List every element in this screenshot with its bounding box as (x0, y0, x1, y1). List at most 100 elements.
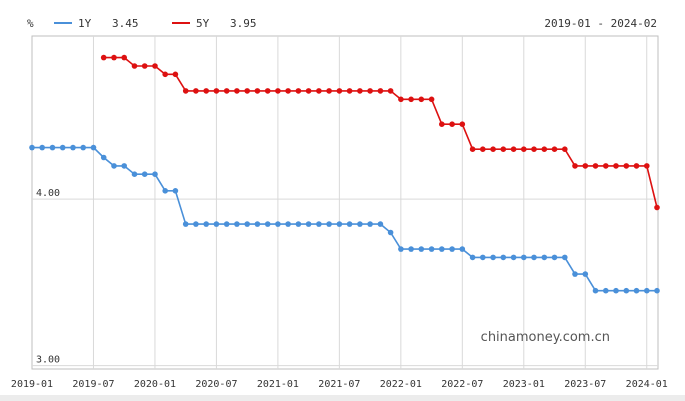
data-point[interactable] (203, 88, 209, 94)
data-point[interactable] (633, 287, 640, 294)
data-point[interactable] (654, 287, 660, 294)
data-point[interactable] (121, 54, 127, 61)
data-point[interactable] (408, 96, 414, 103)
data-point[interactable] (234, 221, 240, 227)
data-point[interactable] (121, 163, 127, 169)
data-point[interactable] (510, 146, 517, 152)
data-point[interactable] (90, 144, 97, 151)
data-point[interactable] (213, 221, 220, 227)
data-point[interactable] (551, 146, 558, 152)
data-point[interactable] (521, 254, 527, 261)
data-point[interactable] (592, 163, 599, 169)
data-point[interactable] (408, 246, 414, 252)
data-point[interactable] (172, 71, 179, 78)
data-point[interactable] (623, 287, 630, 294)
data-point[interactable] (367, 88, 373, 94)
data-point[interactable] (275, 221, 281, 227)
data-point[interactable] (162, 71, 168, 78)
data-point[interactable] (449, 246, 455, 252)
data-point[interactable] (418, 96, 425, 103)
data-point[interactable] (469, 146, 476, 152)
data-point[interactable] (326, 221, 332, 227)
data-point[interactable] (29, 144, 35, 151)
data-point[interactable] (654, 204, 660, 211)
data-point[interactable] (613, 287, 619, 294)
data-point[interactable] (223, 221, 230, 227)
data-point[interactable] (490, 254, 496, 261)
data-point[interactable] (336, 88, 343, 94)
data-point[interactable] (213, 88, 220, 94)
data-point[interactable] (39, 144, 45, 151)
data-point[interactable] (459, 121, 466, 127)
data-point[interactable] (480, 146, 486, 152)
data-point[interactable] (592, 287, 599, 294)
data-point[interactable] (613, 163, 619, 169)
data-point[interactable] (510, 254, 517, 261)
data-point[interactable] (182, 221, 189, 227)
data-point[interactable] (521, 146, 527, 152)
data-point[interactable] (633, 163, 640, 169)
data-point[interactable] (285, 221, 291, 227)
data-point[interactable] (551, 254, 558, 261)
data-point[interactable] (305, 221, 312, 227)
data-point[interactable] (623, 163, 630, 169)
data-point[interactable] (439, 246, 445, 252)
data-point[interactable] (295, 88, 302, 94)
data-point[interactable] (367, 221, 373, 227)
data-point[interactable] (305, 88, 312, 94)
data-point[interactable] (398, 96, 404, 103)
data-point[interactable] (387, 88, 394, 94)
data-point[interactable] (285, 88, 291, 94)
legend-item-5y[interactable]: 5Y 3.95 (172, 17, 257, 30)
data-point[interactable] (131, 171, 138, 177)
data-point[interactable] (141, 171, 148, 177)
data-point[interactable] (111, 163, 117, 169)
data-point[interactable] (644, 163, 650, 169)
data-point[interactable] (603, 287, 609, 294)
data-point[interactable] (459, 246, 466, 252)
data-point[interactable] (131, 63, 138, 69)
data-point[interactable] (336, 221, 343, 227)
data-point[interactable] (162, 188, 168, 194)
data-point[interactable] (377, 88, 384, 94)
data-point[interactable] (480, 254, 486, 261)
data-point[interactable] (582, 271, 589, 277)
data-point[interactable] (428, 96, 435, 103)
data-point[interactable] (572, 163, 578, 169)
data-point[interactable] (244, 88, 250, 94)
data-point[interactable] (357, 88, 363, 94)
data-point[interactable] (59, 144, 66, 151)
data-point[interactable] (152, 171, 158, 177)
data-point[interactable] (100, 54, 107, 61)
data-point[interactable] (469, 254, 476, 261)
data-point[interactable] (254, 88, 261, 94)
data-point[interactable] (70, 144, 76, 151)
legend-item-1y[interactable]: 1Y 3.45 (54, 17, 139, 30)
data-point[interactable] (275, 88, 281, 94)
data-point[interactable] (264, 221, 271, 227)
data-point[interactable] (428, 246, 435, 252)
data-point[interactable] (582, 163, 589, 169)
data-point[interactable] (326, 88, 332, 94)
data-point[interactable] (295, 221, 302, 227)
data-point[interactable] (203, 221, 209, 227)
data-point[interactable] (182, 88, 189, 94)
data-point[interactable] (357, 221, 363, 227)
data-point[interactable] (49, 144, 56, 151)
data-point[interactable] (346, 221, 353, 227)
data-point[interactable] (254, 221, 261, 227)
data-point[interactable] (100, 154, 107, 161)
data-point[interactable] (644, 287, 650, 294)
data-point[interactable] (141, 63, 148, 69)
data-point[interactable] (316, 88, 322, 94)
data-point[interactable] (418, 246, 425, 252)
data-point[interactable] (541, 146, 548, 152)
data-point[interactable] (531, 254, 537, 261)
data-point[interactable] (346, 88, 353, 94)
data-point[interactable] (572, 271, 578, 277)
data-point[interactable] (439, 121, 445, 127)
data-point[interactable] (316, 221, 322, 227)
data-point[interactable] (398, 246, 404, 252)
data-point[interactable] (111, 54, 117, 61)
data-point[interactable] (193, 221, 199, 227)
